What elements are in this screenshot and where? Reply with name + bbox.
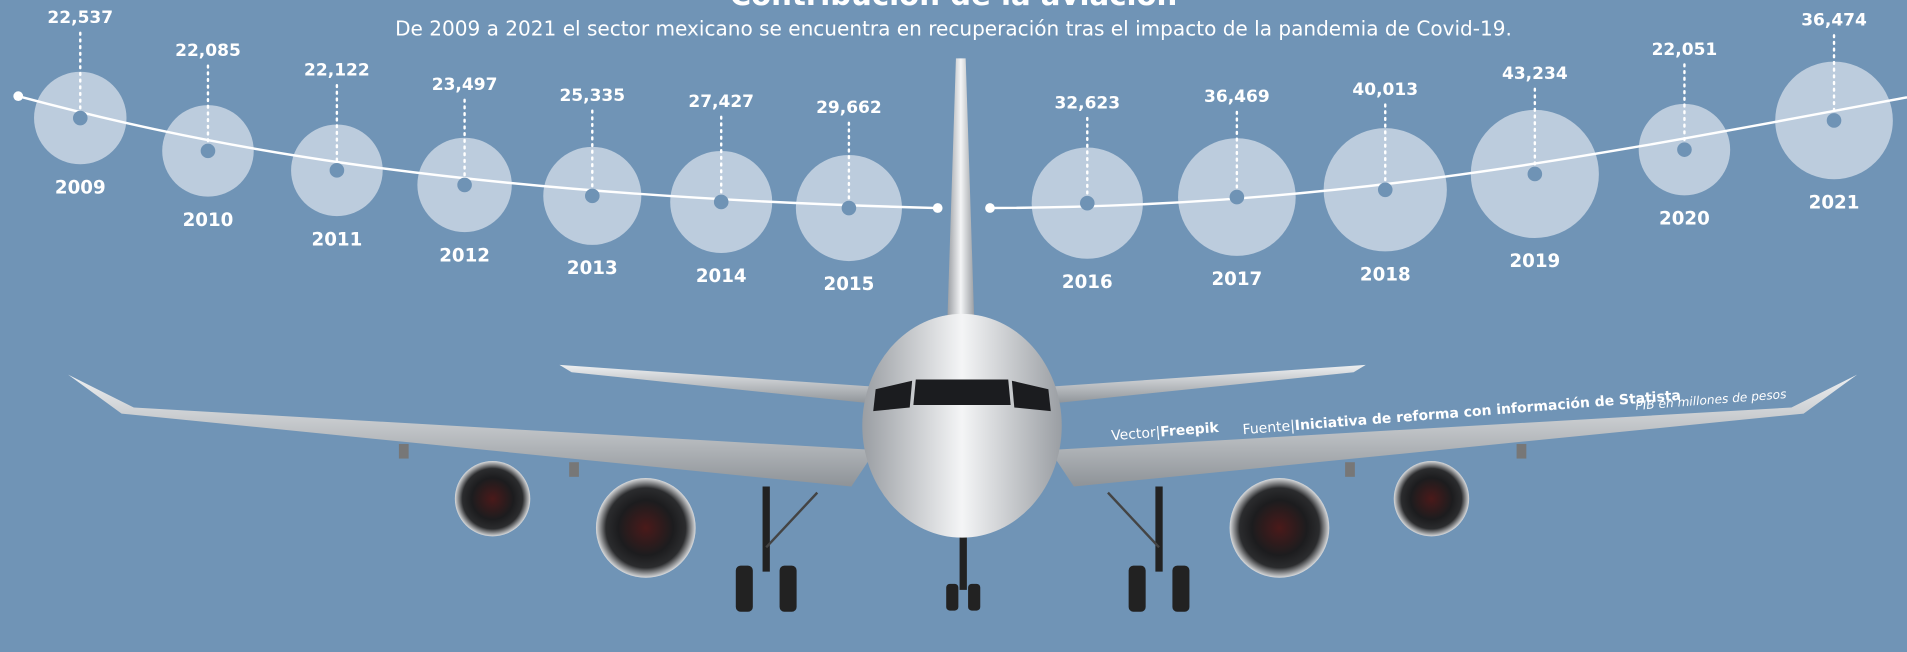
- bubble-dot: [1229, 189, 1245, 205]
- value-label: 40,013: [1352, 80, 1418, 100]
- value-label: 27,427: [688, 92, 754, 112]
- bubble-dot: [1826, 113, 1842, 128]
- value-label: 36,474: [1801, 11, 1867, 31]
- bubble-dot: [1079, 195, 1095, 211]
- credit-text: Freepik: [1160, 420, 1220, 441]
- value-label: 29,662: [816, 98, 882, 118]
- bubble-dot: [713, 194, 729, 210]
- credit: Vector|Freepik: [1111, 420, 1220, 444]
- bubble-dot: [1527, 166, 1543, 182]
- bubbles: 22,537 2009 22,085 2010 22,122 2011 23,497 2012…: [13, 8, 1907, 295]
- value-label: 43,234: [1502, 64, 1568, 84]
- year-label: 2020: [1659, 209, 1710, 230]
- bubble-dot: [1377, 182, 1393, 198]
- value-label: 32,623: [1054, 93, 1120, 113]
- value-label: 36,469: [1204, 87, 1270, 107]
- year-label: 2018: [1360, 265, 1411, 286]
- year-label: 2010: [183, 210, 234, 231]
- curve-end: [985, 203, 995, 213]
- curve-end: [13, 91, 24, 102]
- year-label: 2013: [567, 258, 618, 279]
- value-label: 22,051: [1652, 40, 1718, 60]
- bubble-dot: [200, 143, 216, 159]
- year-label: 2014: [696, 266, 747, 287]
- bubble-dot: [584, 188, 600, 204]
- value-label: 22,537: [47, 8, 113, 28]
- year-label: 2015: [824, 274, 875, 295]
- trend-curve: [989, 96, 1907, 210]
- bubble-dot: [841, 200, 857, 216]
- curve-end: [932, 203, 943, 213]
- source-label: Fuente|: [1242, 418, 1295, 438]
- value-label: 25,335: [559, 86, 625, 106]
- year-label: 2009: [55, 177, 106, 198]
- value-label: 22,122: [304, 60, 370, 80]
- year-label: 2012: [439, 245, 490, 266]
- year-label: 2016: [1062, 272, 1113, 293]
- year-label: 2021: [1809, 192, 1860, 213]
- year-label: 2019: [1509, 251, 1560, 272]
- year-label: 2011: [312, 229, 363, 250]
- chart-title: Contribución de la aviación: [730, 0, 1178, 12]
- svg-text:Vector|Freepik: Vector|Freepik: [1111, 420, 1220, 444]
- bubble-dot: [457, 177, 472, 193]
- airplane-illustration: [68, 58, 1858, 612]
- value-label: 23,497: [432, 75, 498, 95]
- trend-curve: [17, 94, 938, 210]
- bubble-dot: [72, 110, 88, 126]
- value-label: 22,085: [175, 41, 241, 61]
- bubble-dot: [1677, 142, 1692, 157]
- credit-label: Vector|: [1111, 424, 1161, 444]
- bubble-dot: [329, 163, 345, 178]
- year-label: 2017: [1211, 269, 1262, 290]
- chart-subtitle: De 2009 a 2021 el sector mexicano se enc…: [395, 16, 1512, 40]
